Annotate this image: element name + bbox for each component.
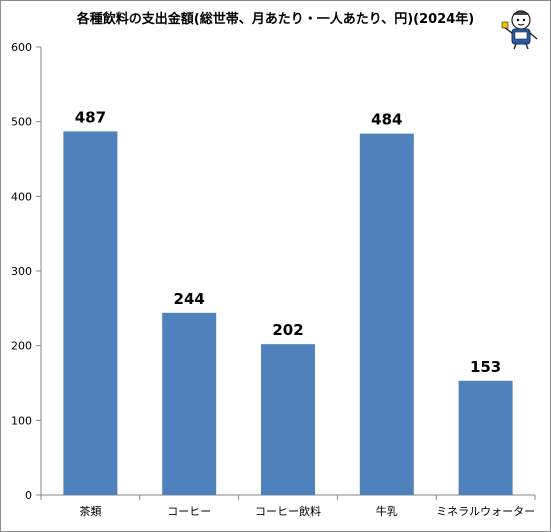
- y-axis: 0 100 200 300 400 500 600: [11, 41, 42, 502]
- data-label: 202: [272, 321, 303, 339]
- bar: [458, 380, 513, 495]
- mascot-character-icon: [501, 10, 538, 50]
- x-tick-label: 茶類: [79, 505, 101, 518]
- bar: [63, 131, 118, 495]
- data-labels: 487 244 202 484 153: [75, 108, 502, 375]
- x-tick-label: 牛乳: [376, 504, 398, 518]
- bar: [359, 133, 414, 495]
- data-label: 153: [470, 358, 501, 376]
- x-tick-label: ミネラルウォーター: [436, 505, 535, 518]
- data-label: 487: [75, 108, 106, 126]
- y-tick-label: 0: [25, 489, 32, 502]
- y-tick-label: 400: [11, 190, 32, 203]
- bar: [261, 344, 315, 495]
- x-tick-label: コーヒー: [167, 505, 211, 518]
- y-tick-label: 500: [11, 116, 32, 129]
- data-label: 244: [174, 290, 205, 308]
- bar: [162, 312, 217, 495]
- y-tick-label: 600: [11, 41, 32, 54]
- bars: [63, 131, 513, 495]
- x-axis: 茶類 コーヒー コーヒー飲料 牛乳 ミネラルウォーター: [40, 494, 536, 518]
- y-tick-label: 100: [11, 414, 32, 427]
- chart-title: 各種飲料の支出金額(総世帯、月あたり・一人あたり、円)(2024年): [76, 12, 475, 27]
- x-tick-label: コーヒー飲料: [255, 504, 321, 518]
- y-tick-label: 300: [11, 265, 32, 278]
- data-label: 484: [371, 111, 402, 129]
- y-tick-label: 200: [11, 340, 32, 353]
